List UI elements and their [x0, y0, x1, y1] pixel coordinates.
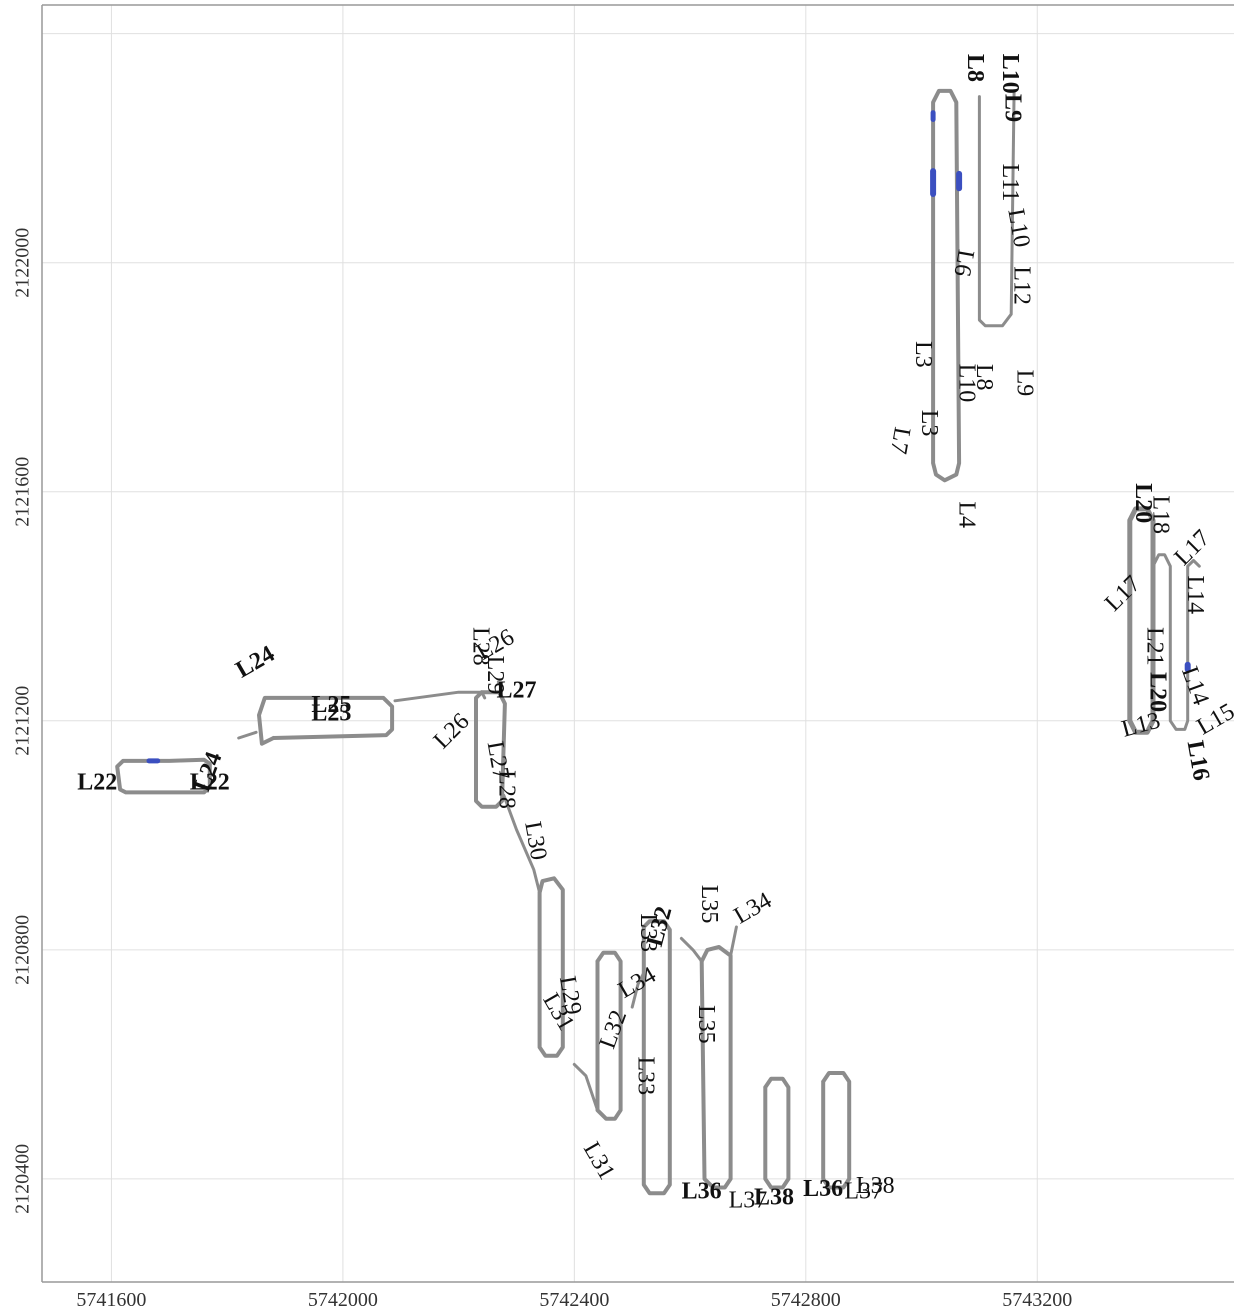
line-label-l10: L10	[953, 364, 979, 403]
axes	[41, 4, 1234, 1283]
line-label-l14: L14	[1182, 575, 1208, 614]
line-label-l13: L13	[1119, 708, 1163, 743]
line-label-l37: L37	[844, 1179, 883, 1205]
track-east-top-inner	[977, 89, 1016, 328]
line-labels: L22 L22L24L24L23L25L26L26L28L27L29L28L27L…	[77, 54, 1234, 1214]
track-east-top-outer	[931, 88, 962, 483]
grid-lines	[42, 5, 1234, 1282]
line-label-l36: L36	[803, 1176, 843, 1202]
survey-tracks	[115, 88, 1201, 1196]
track-west-small	[115, 757, 212, 795]
line-label-l8: L8	[962, 54, 988, 82]
line-label-l10: L10	[1002, 207, 1034, 250]
track-mid-descend	[502, 793, 542, 895]
line-label-l38: L38	[754, 1184, 794, 1210]
line-label-l27: L27	[482, 739, 514, 782]
track-south-tall	[537, 876, 565, 1058]
track-south-d-tail2	[729, 925, 738, 958]
track-south-b-tail	[572, 1062, 599, 1112]
line-label-l23: L23	[311, 701, 351, 727]
line-label-l35: L35	[696, 885, 722, 924]
line-label-l28: L28	[467, 627, 493, 666]
line-label-l33: L33	[635, 913, 661, 952]
line-label-l16: L16	[1182, 739, 1215, 783]
line-label-l34: L34	[730, 888, 776, 930]
x-tick-label: 5743200	[1002, 1289, 1072, 1311]
line-label-l30: L30	[519, 820, 551, 863]
line-label-l3: L3	[910, 341, 936, 368]
line-label-l20: L20	[1130, 483, 1156, 523]
line-label-l32: L32	[595, 1007, 633, 1052]
track-mid-small	[474, 690, 507, 809]
line-label-l31: L31	[578, 1138, 620, 1184]
x-tick-label: 5742800	[771, 1289, 841, 1311]
line-label-l12: L12	[1008, 266, 1034, 305]
line-label-l29: L29	[482, 656, 508, 695]
y-tick-labels: 2120400 2120800 2121200 2121600 2122000	[12, 228, 34, 1214]
highlight-segments	[146, 110, 1191, 764]
y-tick-label: 2121600	[12, 457, 34, 527]
x-tick-label: 5742400	[539, 1289, 609, 1311]
line-label-l36: L36	[682, 1179, 722, 1205]
line-label-l18: L18	[1147, 495, 1173, 534]
line-label-l24: L24	[232, 641, 280, 684]
track-south-f	[821, 1071, 852, 1190]
line-label-l17: L17	[1170, 525, 1216, 571]
y-tick-label: 2121200	[12, 686, 34, 756]
track-south-e	[763, 1076, 791, 1190]
x-tick-label: 5742000	[308, 1289, 378, 1311]
x-tick-label: 5741600	[76, 1289, 146, 1311]
line-label-l33: L33	[632, 1057, 658, 1096]
y-tick-label: 2120400	[12, 1144, 34, 1214]
y-tick-label: 2120800	[12, 915, 34, 985]
track-south-c	[641, 919, 672, 1196]
line-label-l22: L22	[190, 769, 230, 795]
line-label-l17: L17	[1100, 571, 1146, 617]
track-south-d	[699, 945, 733, 1190]
line-label-l38: L38	[856, 1173, 895, 1199]
line-label-l22: L22	[77, 769, 117, 795]
track-south-b	[595, 950, 623, 1121]
line-label-l6: L6	[948, 248, 978, 279]
track-west-connector	[237, 730, 258, 740]
line-label-l27: L27	[496, 678, 536, 704]
x-tick-labels: 5741600 5742000 5742400 5742800 5743200	[76, 1289, 1072, 1311]
line-label-l21: L21	[1141, 627, 1167, 666]
line-label-l9: L9	[1011, 370, 1037, 397]
track-south-d-tail	[679, 936, 704, 963]
line-label-l11: L11	[997, 164, 1023, 202]
y-tick-label: 2122000	[12, 228, 34, 298]
line-label-l26: L26	[429, 708, 475, 754]
line-label-l10: L10	[997, 54, 1023, 94]
line-label-l28: L28	[493, 770, 519, 809]
track-west-long	[257, 695, 395, 746]
line-label-l35: L35	[693, 1005, 719, 1044]
line-label-l32: L32	[642, 904, 677, 949]
line-label-l14: L14	[1176, 663, 1214, 708]
line-label-l20: L20	[1144, 672, 1170, 712]
line-label-l8: L8	[971, 364, 997, 391]
line-label-l3: L3	[916, 410, 942, 437]
track-south-c-tail	[630, 971, 646, 1009]
line-label-l4: L4	[953, 501, 979, 528]
track-east-right-b	[1151, 553, 1201, 731]
line-label-l37: L37	[729, 1187, 768, 1213]
track-east-right-a	[1127, 506, 1156, 735]
line-label-l25: L25	[311, 692, 351, 718]
track-mid-link	[393, 690, 487, 703]
line-label-l7: L7	[885, 425, 915, 456]
line-label-l9: L9	[1000, 94, 1026, 122]
